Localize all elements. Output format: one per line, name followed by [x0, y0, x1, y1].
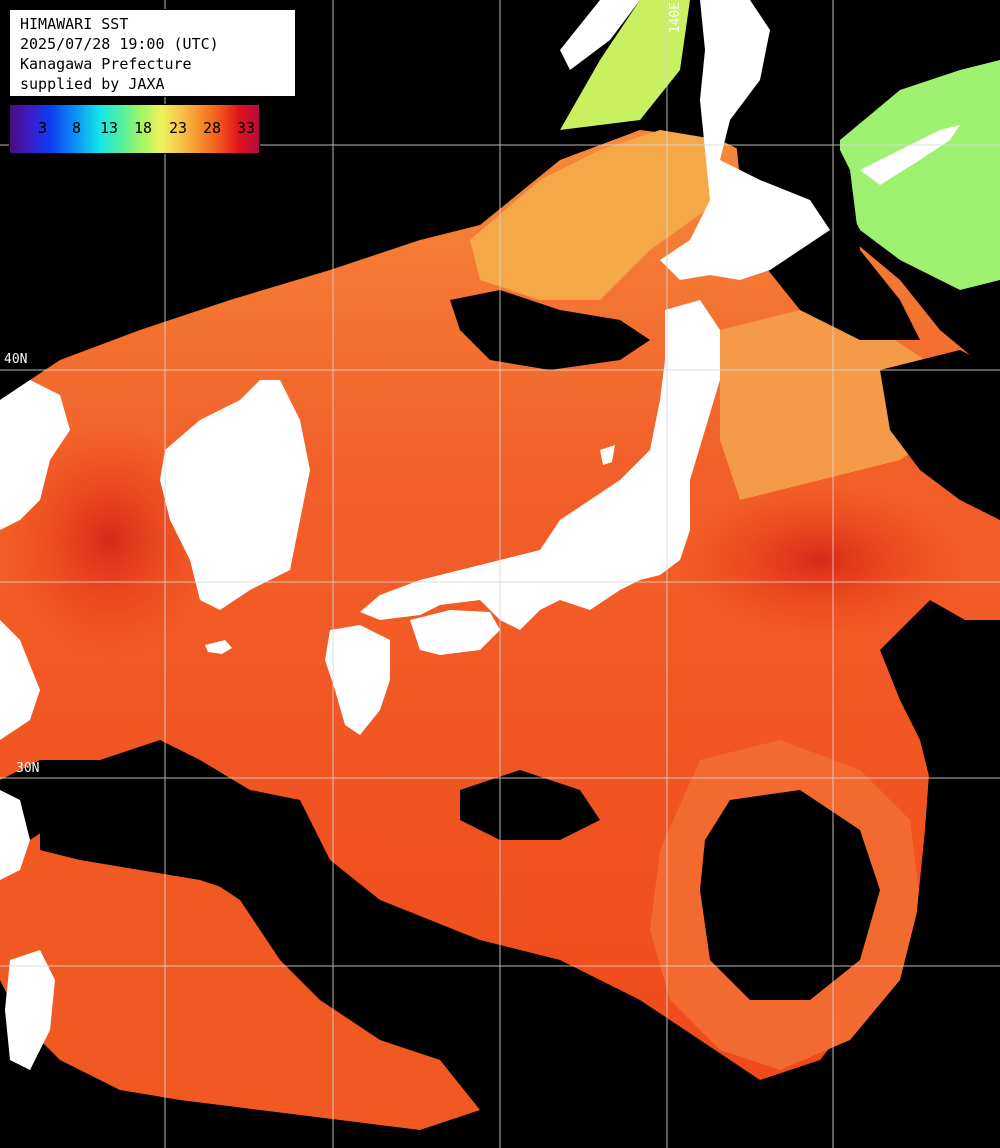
legend-tick: 33: [237, 119, 256, 137]
land-shikoku: [410, 610, 500, 655]
land-kuril: [860, 125, 960, 185]
legend-tick: 8: [72, 119, 82, 137]
legend-tick: 28: [203, 119, 222, 137]
map-region: Kanagawa Prefecture: [20, 55, 192, 73]
legend-tick: 18: [134, 119, 153, 137]
land-korea-peninsula: [160, 380, 310, 610]
sea-region-south-west: [0, 820, 480, 1130]
cloud-patch-southeast: [900, 620, 1000, 1148]
map-credit: supplied by JAXA: [20, 75, 165, 93]
land-jeju: [205, 640, 232, 654]
land-sakhalin-north: [560, 0, 640, 70]
hot-spot-pacific: [670, 480, 970, 640]
legend-tick: 3: [38, 119, 48, 137]
typhoon-eye-cloud: [700, 790, 880, 1000]
land-sado: [600, 445, 615, 465]
land-china-south: [0, 790, 30, 880]
land-honshu: [360, 300, 720, 630]
cloud-patch-east: [880, 350, 1000, 520]
land-china-korea: [0, 380, 70, 530]
map-timestamp: 2025/07/28 19:00 (UTC): [20, 35, 219, 53]
map-title: HIMAWARI SST: [20, 15, 129, 33]
legend-tick: 13: [100, 119, 119, 137]
cloud-patch-south-center: [460, 770, 600, 840]
sea-region-north-cool: [560, 0, 690, 130]
cloud-patch-east-china-sea: [40, 770, 320, 920]
lat-label-40n: 40N: [4, 352, 28, 367]
land-kyushu: [325, 625, 390, 735]
land-china-coast: [0, 620, 40, 740]
cloud-patch-far-south: [450, 960, 780, 1148]
land-hokkaido: [660, 0, 830, 280]
map-title-box: HIMAWARI SST 2025/07/28 19:00 (UTC) Kana…: [9, 9, 296, 97]
sea-region-sakhalin-mild: [470, 130, 720, 300]
lat-label-30n: 30N: [16, 761, 40, 776]
lon-label-140e: 140E: [668, 2, 683, 34]
sea-region-okhotsk-cool: [840, 60, 1000, 290]
land-taiwan: [5, 950, 55, 1070]
color-scale-legend: 3 8 13 18 23 28 33: [9, 104, 260, 154]
sea-region-pacific-mild: [720, 310, 960, 500]
legend-tick: 23: [169, 119, 188, 137]
